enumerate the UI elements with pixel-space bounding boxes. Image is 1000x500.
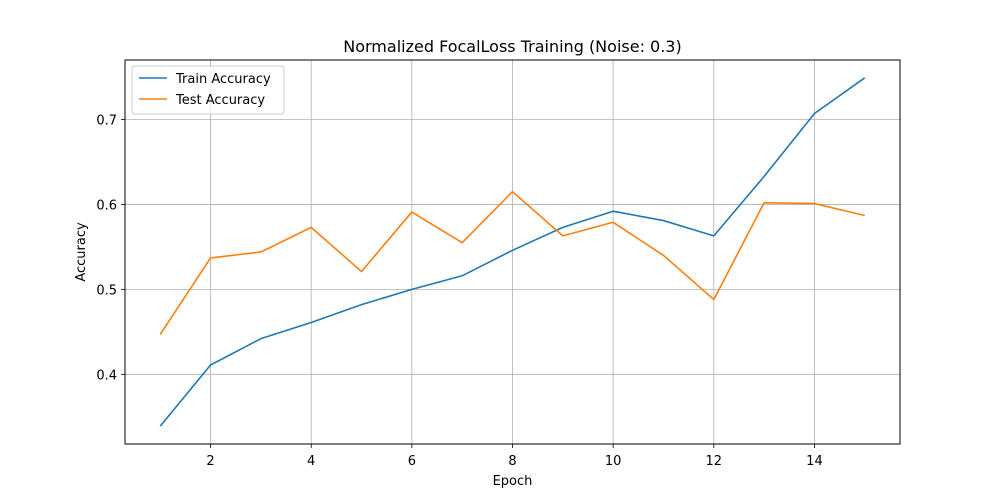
x-tick-label: 10 [605, 454, 622, 469]
x-tick-label: 8 [508, 454, 516, 469]
grid [125, 60, 900, 444]
x-tick-label: 14 [806, 454, 823, 469]
series-layer [159, 77, 866, 427]
y-tick-label: 0.4 [96, 368, 117, 383]
legend-label-test: Test Accuracy [175, 93, 265, 108]
y-tick-label: 0.7 [96, 113, 117, 128]
x-tick-label: 6 [408, 454, 416, 469]
test-accuracy-line [159, 190, 865, 335]
x-axis-label: Epoch [493, 474, 533, 489]
ticks: 2 4 6 8 10 12 14 0.4 0.5 0.6 0.7 [96, 113, 822, 469]
chart-title: Normalized FocalLoss Training (Noise: 0.… [343, 37, 681, 56]
y-tick-label: 0.6 [96, 198, 117, 213]
train-accuracy-line [159, 77, 866, 427]
legend-box [131, 65, 285, 115]
x-tick-label: 4 [307, 454, 315, 469]
legend: Train Accuracy Test Accuracy [131, 65, 285, 115]
y-axis-label: Accuracy [74, 222, 89, 282]
legend-label-train: Train Accuracy [175, 72, 271, 87]
y-tick-label: 0.5 [96, 283, 117, 298]
x-tick-label: 12 [706, 454, 723, 469]
x-tick-label: 2 [206, 454, 214, 469]
